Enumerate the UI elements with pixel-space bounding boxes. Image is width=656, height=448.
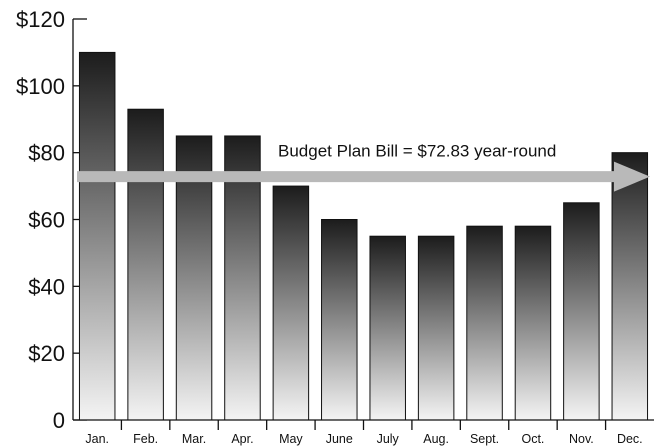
x-axis-tick-labels: Jan. Feb. Mar. Apr. May June July Aug. Sept. Oct.… (85, 432, 642, 446)
x-tick-label: Nov. (569, 432, 594, 446)
bar-jan (78, 51, 116, 421)
x-tick-label: Jan. (85, 432, 109, 446)
bar-feb (127, 108, 164, 421)
y-tick-label: 0 (53, 408, 65, 433)
bar-aug (417, 235, 455, 421)
bar-may (272, 185, 310, 421)
y-tick-label: $120 (16, 7, 65, 32)
bar-july (369, 235, 406, 421)
x-tick-label: May (279, 432, 303, 446)
bars (78, 51, 649, 421)
x-tick-label: June (326, 432, 353, 446)
x-tick-label: July (377, 432, 400, 446)
budget-plan-arrow-shaft (77, 171, 614, 183)
y-tick-label: $80 (28, 141, 65, 166)
budget-plan-label: Budget Plan Bill = $72.83 year-round (278, 142, 556, 161)
y-tick-label: $20 (28, 341, 65, 366)
x-tick-label: Apr. (231, 432, 253, 446)
x-tick-label: Dec. (617, 432, 643, 446)
bar-apr (224, 135, 261, 421)
x-tick-label: Aug. (423, 432, 449, 446)
y-tick-label: $60 (28, 208, 65, 233)
x-tick-label: Feb. (133, 432, 158, 446)
y-axis-tick-labels: 0 $20 $40 $60 $80 $100 $120 (16, 7, 65, 433)
x-tick-label: Oct. (521, 432, 544, 446)
y-tick-label: $40 (28, 274, 65, 299)
x-tick-label: Sept. (470, 432, 499, 446)
bar-june (321, 219, 358, 421)
x-axis-ticks (120, 420, 607, 430)
budget-plan-arrow (77, 161, 650, 192)
y-tick-label: $100 (16, 74, 65, 99)
bar-oct (514, 225, 552, 421)
budget-plan-arrow-head (614, 161, 650, 192)
bar-nov (563, 202, 600, 421)
bar-dec (611, 152, 649, 421)
x-tick-label: Mar. (182, 432, 206, 446)
bar-sept (466, 225, 503, 421)
